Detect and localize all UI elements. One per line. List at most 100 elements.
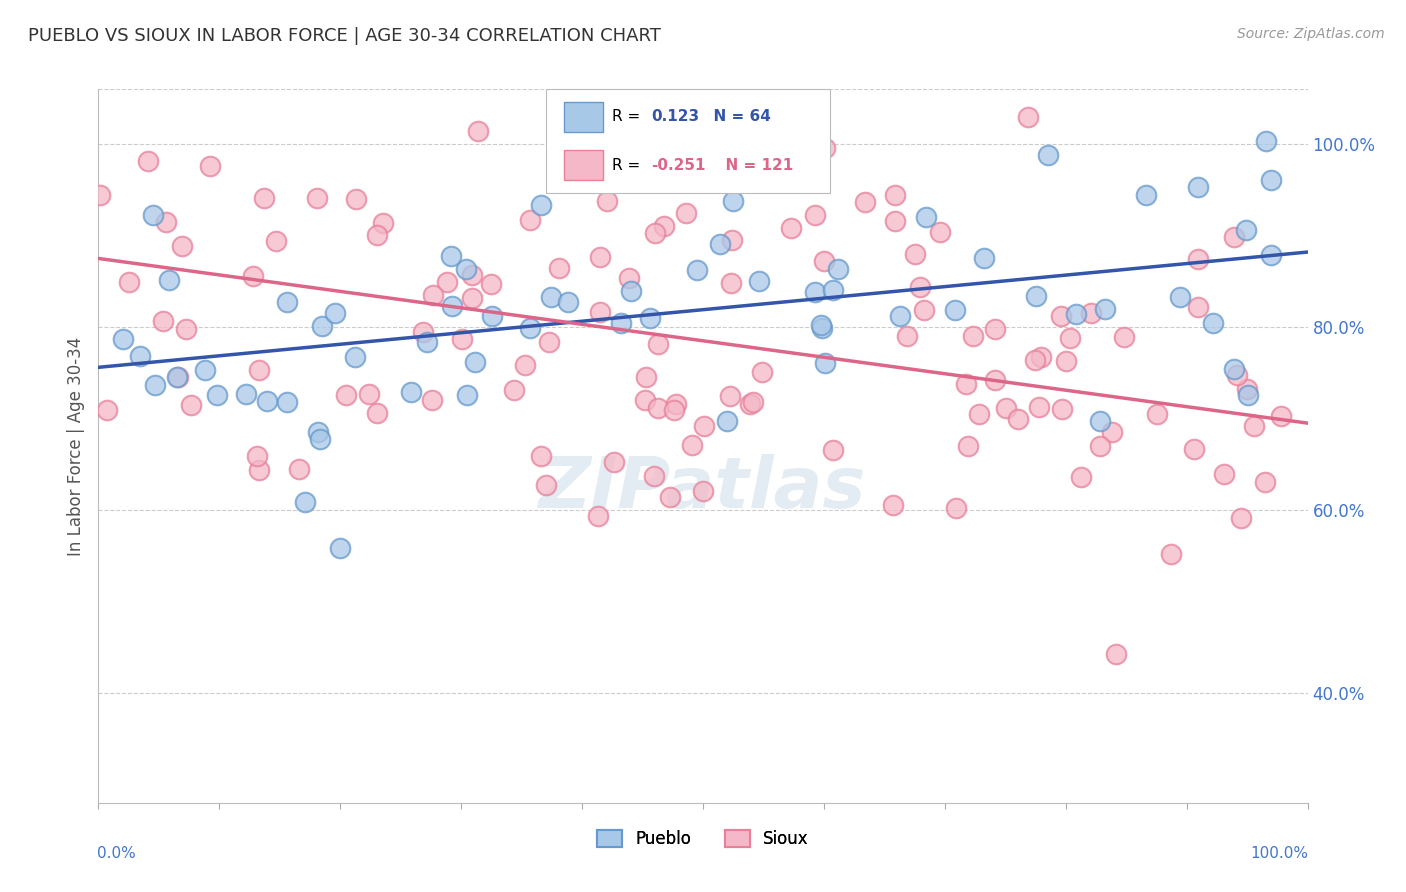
Point <box>1226 368 1249 382</box>
Point <box>813 253 835 268</box>
Point <box>256 394 278 409</box>
Point <box>142 209 165 223</box>
Point <box>1254 475 1277 489</box>
Point <box>557 295 579 310</box>
Point <box>1254 134 1277 148</box>
Point <box>1050 309 1073 323</box>
Point <box>1007 412 1029 426</box>
Point <box>1024 353 1046 368</box>
Point <box>329 541 352 555</box>
Point <box>311 318 333 333</box>
Point <box>198 159 221 173</box>
Point <box>89 188 111 202</box>
Point <box>984 322 1007 336</box>
Point <box>464 355 486 369</box>
Point <box>884 213 907 227</box>
Point <box>810 318 832 332</box>
Point <box>662 403 685 417</box>
Point <box>415 334 437 349</box>
Point <box>1101 425 1123 439</box>
Text: N = 64: N = 64 <box>703 110 770 124</box>
Point <box>994 401 1017 415</box>
Point <box>1054 353 1077 368</box>
Point <box>439 249 461 263</box>
Point <box>180 398 202 412</box>
Point <box>617 270 640 285</box>
Point <box>983 373 1005 387</box>
Point <box>249 463 271 477</box>
Text: 100.0%: 100.0% <box>1251 846 1309 861</box>
Point <box>813 141 835 155</box>
Point <box>530 450 553 464</box>
Point <box>450 331 472 345</box>
Point <box>166 370 188 384</box>
Point <box>479 277 502 291</box>
Point <box>1187 252 1209 267</box>
Point <box>693 419 716 434</box>
Point <box>536 478 558 492</box>
Point <box>194 362 217 376</box>
Point <box>1237 388 1260 402</box>
Point <box>643 469 665 483</box>
Point <box>276 294 298 309</box>
Point <box>647 401 669 415</box>
Point <box>720 277 742 291</box>
Point <box>467 124 489 138</box>
Point <box>620 284 643 298</box>
Point <box>709 237 731 252</box>
Point <box>821 283 844 297</box>
Point <box>751 365 773 379</box>
Point <box>1031 350 1053 364</box>
Point <box>540 290 562 304</box>
Point <box>515 358 537 372</box>
Point <box>309 432 332 446</box>
Point <box>461 268 484 282</box>
Text: -0.251: -0.251 <box>651 158 706 172</box>
Point <box>1050 402 1073 417</box>
Text: ZIPatlas: ZIPatlas <box>540 454 866 524</box>
Point <box>914 211 936 225</box>
Point <box>502 384 524 398</box>
Point <box>889 310 911 324</box>
Point <box>884 187 907 202</box>
Point <box>1105 647 1128 661</box>
Point <box>1064 308 1087 322</box>
Point <box>811 321 834 335</box>
Point <box>1017 110 1039 124</box>
Point <box>401 385 423 400</box>
Point <box>721 194 744 209</box>
Point <box>1243 419 1265 434</box>
Point <box>967 407 990 421</box>
Point <box>686 263 709 277</box>
Point <box>943 302 966 317</box>
Point <box>1234 223 1257 237</box>
Point <box>718 389 741 403</box>
Point <box>253 191 276 205</box>
Point <box>412 325 434 339</box>
Point <box>456 388 478 402</box>
Legend: Pueblo, Sioux: Pueblo, Sioux <box>591 823 815 855</box>
Point <box>1260 248 1282 262</box>
Point <box>1028 400 1050 414</box>
Point <box>628 110 651 124</box>
Point <box>929 225 952 239</box>
Point <box>595 194 617 208</box>
Point <box>957 439 980 453</box>
Point <box>305 191 328 205</box>
Point <box>129 349 152 363</box>
Point <box>325 306 347 320</box>
Point <box>658 490 681 504</box>
Point <box>1170 290 1192 304</box>
Point <box>456 262 478 277</box>
Point <box>882 499 904 513</box>
Point <box>1025 289 1047 303</box>
Point <box>638 310 661 325</box>
Point <box>548 260 571 275</box>
Point <box>1080 306 1102 320</box>
Text: 0.0%: 0.0% <box>97 846 136 861</box>
Point <box>366 406 388 420</box>
Text: PUEBLO VS SIOUX IN LABOR FORCE | AGE 30-34 CORRELATION CHART: PUEBLO VS SIOUX IN LABOR FORCE | AGE 30-… <box>28 27 661 45</box>
Point <box>716 414 738 428</box>
Point <box>675 206 697 220</box>
Point <box>346 192 368 206</box>
